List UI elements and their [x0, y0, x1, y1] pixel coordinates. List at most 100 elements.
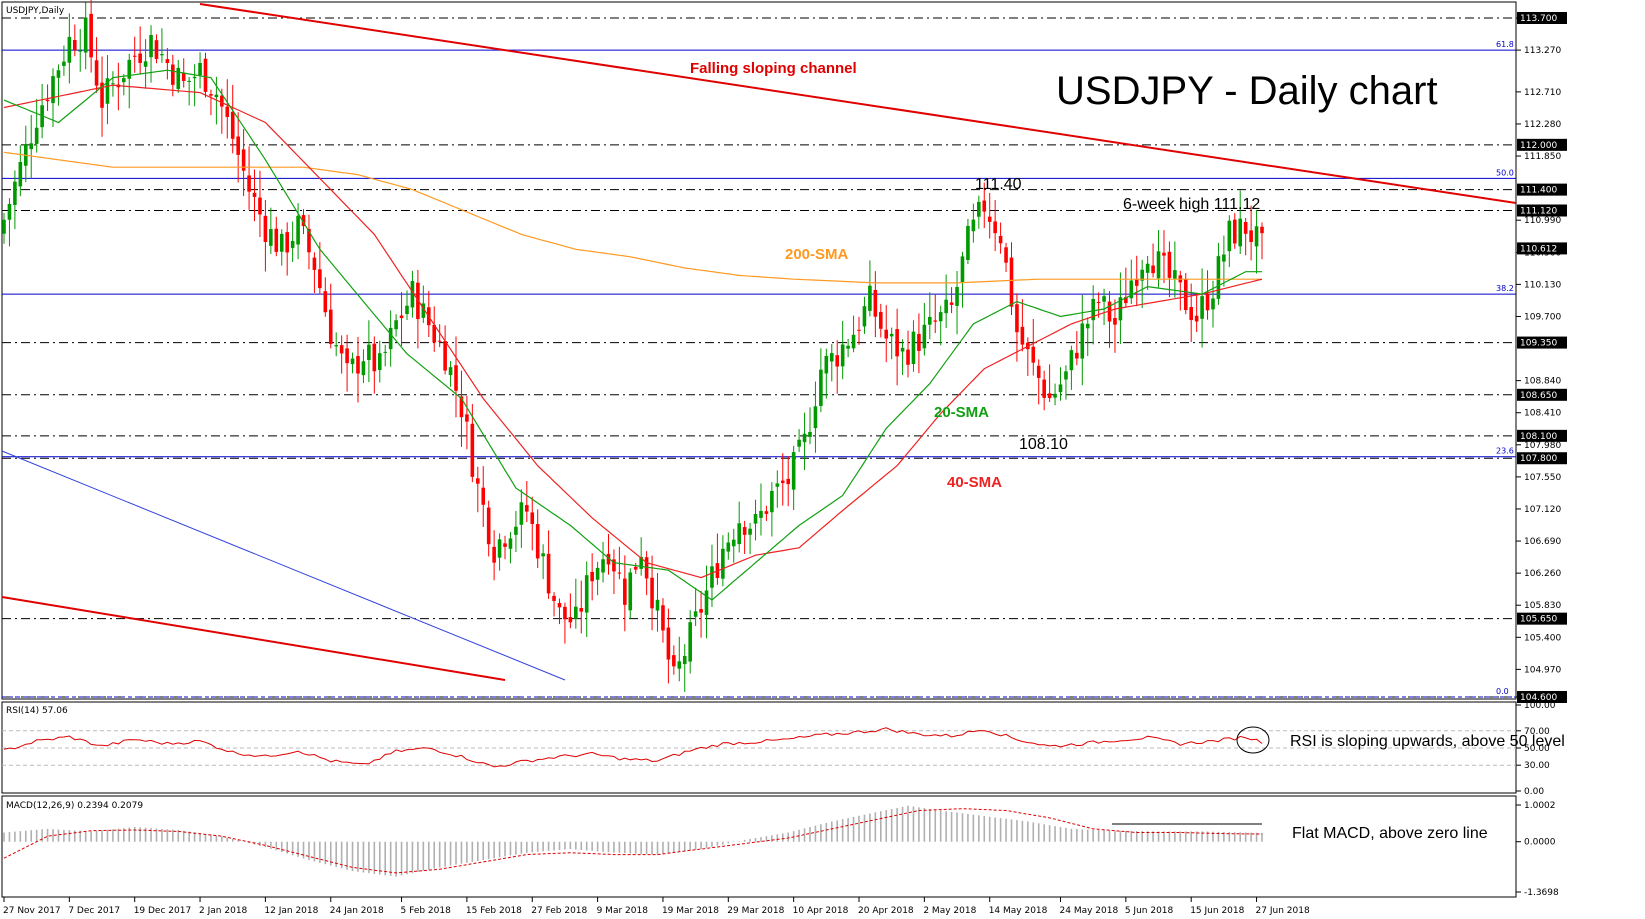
- candle-bull: [143, 61, 148, 67]
- candle-bull: [290, 240, 295, 248]
- high-annotation: 111.40: [975, 176, 1022, 193]
- candle-bull: [1222, 254, 1226, 262]
- candle-bull: [655, 599, 660, 611]
- sma40-line: [3, 84, 1263, 579]
- sma20-annotation: 20-SMA: [934, 404, 989, 421]
- price-badge-label: 111.400: [1520, 186, 1557, 196]
- y-tick-label: 107.980: [1524, 441, 1561, 451]
- candle-bull: [541, 553, 545, 557]
- candle-bull: [187, 80, 191, 82]
- candle-bull: [1085, 323, 1090, 329]
- candle-bear: [89, 13, 93, 58]
- price-badge: [1517, 138, 1567, 151]
- candle-bear: [557, 602, 562, 608]
- candle-bull: [808, 431, 812, 437]
- candle-bull: [1091, 298, 1095, 321]
- x-tick-label: 9 Mar 2018: [597, 906, 649, 916]
- candle-bull: [748, 528, 752, 535]
- candle-bear: [1107, 301, 1112, 322]
- y-tick-label: 105.400: [1524, 633, 1561, 643]
- candle-bear: [1020, 326, 1025, 345]
- candle-bull: [269, 229, 273, 246]
- candle-bear: [835, 355, 840, 367]
- candle-bear: [307, 228, 311, 253]
- candle-bear: [312, 257, 317, 270]
- candle-bear: [1042, 379, 1046, 398]
- candle-bear: [1167, 251, 1172, 278]
- candle-bull: [1140, 269, 1144, 281]
- sma40-annotation: 40-SMA: [947, 474, 1002, 491]
- rsi-tick-label: 100.00: [1524, 701, 1556, 711]
- candle-bull: [149, 35, 153, 58]
- candle-bear: [1004, 247, 1008, 263]
- candle-bull: [421, 303, 426, 318]
- candle-bull: [840, 344, 845, 367]
- price-badge-label: 104.600: [1520, 693, 1557, 703]
- x-tick-label: 7 Dec 2017: [68, 906, 120, 916]
- candle-bear: [503, 543, 507, 547]
- candle-bull: [334, 345, 338, 347]
- candle-bear: [949, 302, 954, 305]
- candle-bear: [181, 72, 186, 81]
- price-badge: [1517, 336, 1567, 349]
- main-panel: [1, 1, 1517, 700]
- candle-bear: [878, 311, 883, 329]
- candle-bear: [236, 136, 240, 155]
- candle-bear: [1075, 352, 1079, 359]
- candle-bear: [285, 232, 289, 253]
- candle-bear: [563, 606, 567, 620]
- candle-bear: [443, 341, 447, 371]
- candle-bull: [176, 67, 181, 89]
- candle-bull: [83, 17, 88, 53]
- candle-bull: [682, 655, 687, 665]
- candle-bear: [356, 356, 360, 374]
- candle-bull: [928, 316, 932, 325]
- candle-bear: [644, 557, 649, 579]
- candle-bull: [595, 567, 600, 580]
- candle-bull: [111, 83, 115, 85]
- macd-label: MACD(12,26,9) 0.2394 0.2079: [6, 801, 143, 811]
- candle-bull: [350, 358, 355, 365]
- x-tick-label: 15 Feb 2018: [466, 906, 522, 916]
- candle-bear: [1260, 226, 1264, 234]
- candle-bull: [405, 305, 409, 315]
- candle-bull: [889, 333, 894, 337]
- candle-bull: [1173, 270, 1177, 279]
- candle-bear: [1205, 293, 1210, 311]
- candle-bear: [94, 60, 99, 86]
- candle-bear: [225, 106, 230, 118]
- candle-bear: [475, 478, 480, 484]
- candle-bear: [230, 111, 235, 139]
- candle-bear: [530, 512, 535, 525]
- y-tick-label: 112.280: [1524, 120, 1561, 130]
- candle-bull: [279, 233, 284, 252]
- candle-bull: [971, 219, 976, 232]
- candle-bull: [1118, 297, 1123, 321]
- candle-bear: [1134, 279, 1139, 286]
- candle-bear: [906, 349, 910, 365]
- candle-bear: [399, 315, 404, 319]
- candle-bull: [18, 161, 23, 187]
- candle-bull: [775, 483, 780, 487]
- six-week-high-annotation: 6-week high 111.12: [1123, 196, 1260, 213]
- candle-bull: [51, 76, 55, 104]
- candle-bull: [367, 344, 371, 360]
- rsi-annotation: RSI is sloping upwards, above 50 level: [1290, 733, 1565, 750]
- candle-bull: [1058, 384, 1063, 393]
- channel-upper-line: [199, 3, 1517, 204]
- candle-bear: [998, 235, 1003, 244]
- price-badge: [1517, 691, 1567, 703]
- macd-tick-label: 0.0000: [1524, 838, 1556, 848]
- rsi-tick-label: 0.00: [1524, 787, 1544, 797]
- candle-bull: [13, 181, 17, 205]
- fib-label: 23.6: [1496, 447, 1514, 456]
- price-badge: [1517, 183, 1567, 196]
- macd-panel: [1, 795, 1517, 898]
- rsi-tick-label: 30.00: [1524, 761, 1550, 771]
- candle-bull: [448, 367, 453, 376]
- candle-bull: [868, 285, 872, 311]
- candle-bull: [410, 281, 415, 308]
- x-tick-label: 19 Mar 2018: [662, 906, 719, 916]
- candle-bull: [497, 539, 502, 558]
- candle-bear: [780, 480, 785, 484]
